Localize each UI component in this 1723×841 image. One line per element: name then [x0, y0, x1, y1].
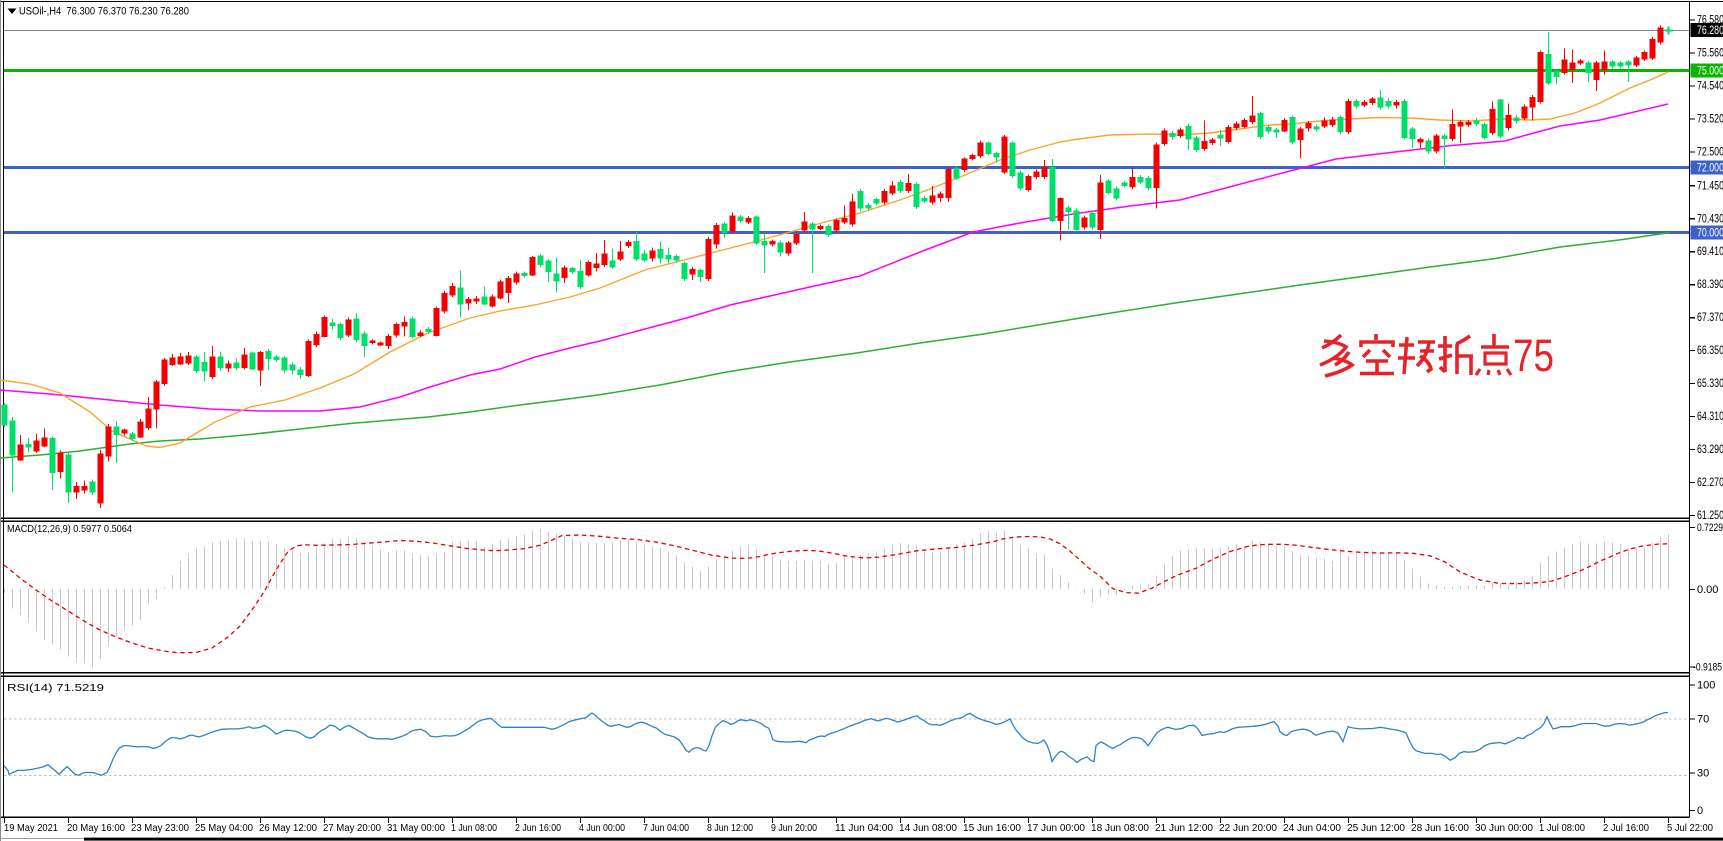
svg-text:7 Jun 04:00: 7 Jun 04:00 — [643, 823, 689, 834]
svg-text:25 Jun 12:00: 25 Jun 12:00 — [1347, 823, 1405, 834]
svg-text:62.270: 62.270 — [1697, 477, 1723, 489]
svg-text:100: 100 — [1697, 680, 1715, 692]
svg-text:72.000: 72.000 — [1697, 163, 1723, 175]
svg-text:2 Jun 16:00: 2 Jun 16:00 — [515, 823, 561, 834]
svg-text:71.450: 71.450 — [1697, 180, 1723, 192]
svg-text:11 Jun 04:00: 11 Jun 04:00 — [835, 823, 893, 834]
svg-text:0.00: 0.00 — [1697, 584, 1718, 596]
svg-text:8 Jun 12:00: 8 Jun 12:00 — [707, 823, 753, 834]
svg-text:18 Jun 08:00: 18 Jun 08:00 — [1091, 823, 1149, 834]
svg-text:19 May 2021: 19 May 2021 — [4, 823, 58, 834]
svg-text:1 Jul 08:00: 1 Jul 08:00 — [1539, 823, 1585, 834]
svg-text:66.350: 66.350 — [1697, 345, 1723, 357]
svg-text:70: 70 — [1697, 714, 1709, 726]
svg-text:76.280: 76.280 — [1697, 25, 1723, 37]
svg-text:64.310: 64.310 — [1697, 411, 1723, 423]
svg-text:22 Jun 20:00: 22 Jun 20:00 — [1219, 823, 1277, 834]
svg-text:73.520: 73.520 — [1697, 113, 1723, 125]
svg-text:30: 30 — [1697, 768, 1709, 780]
svg-text:17 Jun 00:00: 17 Jun 00:00 — [1027, 823, 1085, 834]
svg-text:25 May 04:00: 25 May 04:00 — [195, 823, 253, 834]
svg-text:9 Jun 20:00: 9 Jun 20:00 — [771, 823, 817, 834]
svg-text:14 Jun 08:00: 14 Jun 08:00 — [899, 823, 957, 834]
svg-text:2 Jul 16:00: 2 Jul 16:00 — [1603, 823, 1649, 834]
svg-text:75.000: 75.000 — [1697, 66, 1723, 78]
svg-text:27 May 20:00: 27 May 20:00 — [323, 823, 381, 834]
svg-text:4 Jun 00:00: 4 Jun 00:00 — [579, 823, 625, 834]
svg-text:5 Jul 22:00: 5 Jul 22:00 — [1667, 823, 1713, 834]
svg-text:MACD(12,26,9) 0.5977 0.5064: MACD(12,26,9) 0.5977 0.5064 — [7, 524, 132, 535]
svg-text:RSI(14) 71.5219: RSI(14) 71.5219 — [7, 683, 104, 694]
svg-text:70.000: 70.000 — [1697, 228, 1723, 240]
svg-text:-0.9185: -0.9185 — [1693, 662, 1722, 674]
svg-text:21 Jun 12:00: 21 Jun 12:00 — [1155, 823, 1213, 834]
svg-text:0: 0 — [1697, 805, 1703, 817]
svg-text:23 May 23:00: 23 May 23:00 — [131, 823, 189, 834]
svg-text:70.430: 70.430 — [1697, 213, 1723, 225]
svg-text:74.540: 74.540 — [1697, 80, 1723, 92]
svg-text:72.500: 72.500 — [1697, 146, 1723, 158]
svg-text:65.330: 65.330 — [1697, 378, 1723, 390]
svg-text:61.250: 61.250 — [1697, 510, 1723, 522]
svg-text:20 May 16:00: 20 May 16:00 — [67, 823, 125, 834]
svg-text:1 Jun 08:00: 1 Jun 08:00 — [451, 823, 497, 834]
svg-text:75: 75 — [1513, 330, 1554, 381]
svg-text:75.560: 75.560 — [1697, 48, 1723, 60]
svg-text:28 Jun 16:00: 28 Jun 16:00 — [1411, 823, 1469, 834]
svg-text:0.7229: 0.7229 — [1697, 522, 1723, 534]
svg-text:15 Jun 16:00: 15 Jun 16:00 — [963, 823, 1021, 834]
svg-text:24 Jun 04:00: 24 Jun 04:00 — [1283, 823, 1341, 834]
svg-text:63.290: 63.290 — [1697, 444, 1723, 456]
svg-text:69.410: 69.410 — [1697, 246, 1723, 258]
svg-text:68.390: 68.390 — [1697, 279, 1723, 291]
svg-text:67.370: 67.370 — [1697, 312, 1723, 324]
svg-text:USOil-,H4 76.300 76.370 76.23: USOil-,H4 76.300 76.370 76.230 76.280 — [19, 6, 189, 18]
svg-text:31 May 00:00: 31 May 00:00 — [387, 823, 445, 834]
svg-text:26 May 12:00: 26 May 12:00 — [259, 823, 317, 834]
svg-text:30 Jun 00:00: 30 Jun 00:00 — [1475, 823, 1533, 834]
